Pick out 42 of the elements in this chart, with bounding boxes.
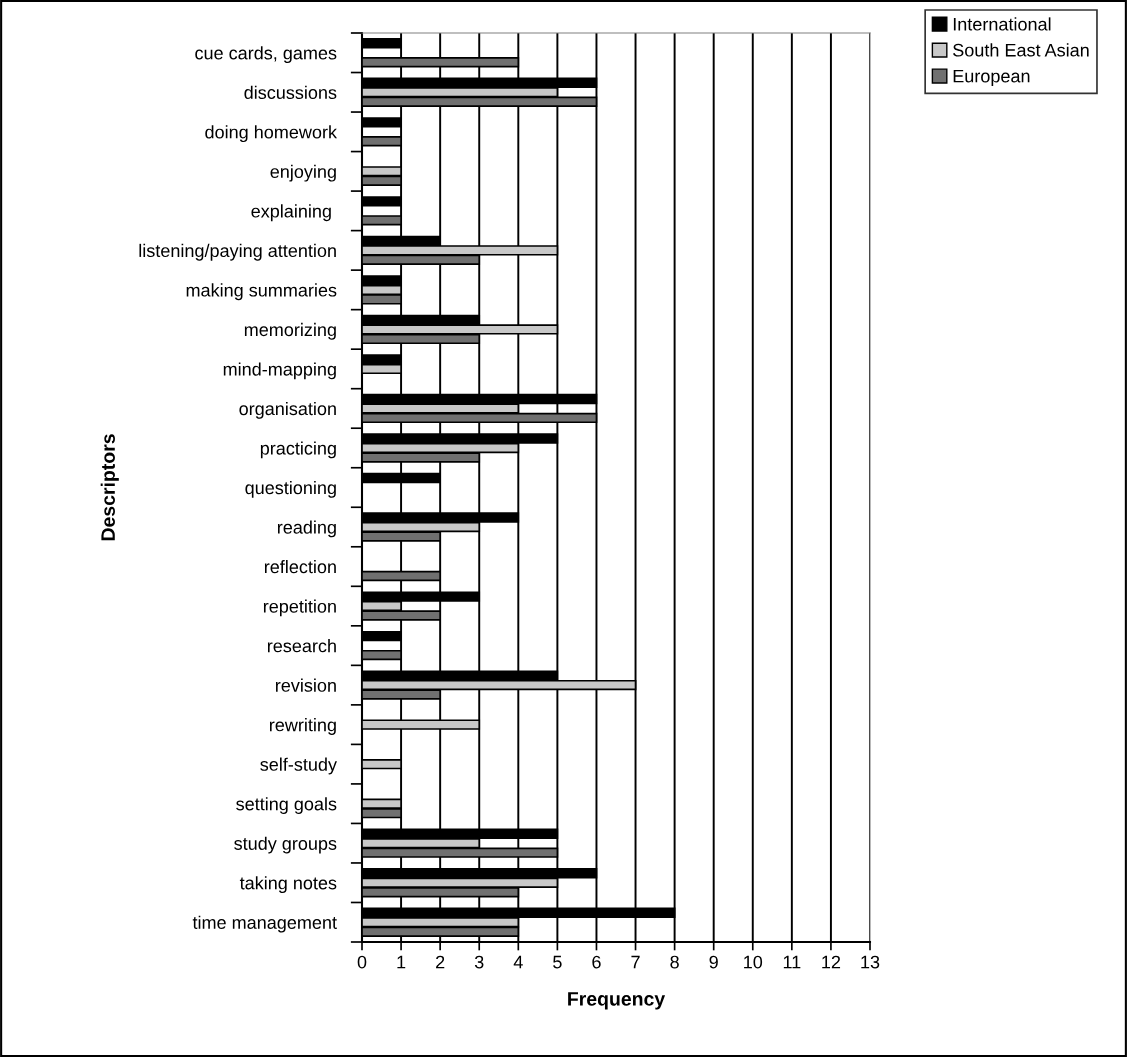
y-tick-label: cue cards, games (195, 46, 337, 64)
y-tick-label: discussions (244, 85, 337, 99)
y-tick-label: memorizing (244, 322, 336, 340)
y-tick-label: listening/paying attention (139, 243, 336, 261)
y-tick-label: practicing (260, 441, 336, 459)
legend-label: South East Asian (953, 43, 1089, 57)
x-tick-label: 6 (592, 955, 601, 969)
y-tick-label: explaining (251, 204, 331, 222)
x-tick-label: 4 (513, 955, 523, 969)
y-tick-label: study groups (234, 836, 337, 854)
x-tick-label: 11 (783, 955, 801, 969)
x-axis-title: Frequency (568, 992, 666, 1010)
y-axis-title: Descriptors (100, 434, 119, 541)
y-tick-label: rewriting (269, 718, 336, 735)
y-tick-label: revision (275, 678, 336, 692)
x-tick-label: 8 (670, 955, 679, 969)
x-tick-label: 1 (397, 955, 406, 969)
y-tick-label: self-study (260, 757, 337, 775)
y-tick-label: reflection (264, 560, 336, 574)
y-tick-label: mind-mapping (223, 362, 336, 380)
x-tick-label: 0 (357, 955, 367, 969)
y-tick-label: making summaries (186, 283, 337, 301)
x-tick-label: 10 (744, 955, 763, 969)
x-tick-label: 12 (822, 955, 841, 969)
y-tick-label: time management (192, 915, 337, 933)
y-tick-label: research (267, 639, 336, 653)
x-tick-label: 2 (436, 955, 445, 969)
y-tick-label: taking notes (239, 876, 337, 894)
y-tick-label: organisation (239, 401, 336, 419)
x-tick-label: 3 (474, 955, 484, 969)
x-tick-label: 7 (631, 955, 640, 969)
y-tick-label: doing homework (205, 125, 338, 143)
x-tick-label: 9 (709, 955, 718, 969)
legend-label: European (953, 69, 1030, 87)
y-tick-label: setting goals (236, 797, 337, 814)
y-tick-label: reading (277, 520, 336, 538)
legend-label: International (953, 17, 1051, 31)
y-tick-label: questioning (245, 480, 336, 498)
y-tick-label: repetition (263, 599, 336, 617)
x-tick-label: 13 (861, 955, 880, 969)
x-tick-label: 5 (553, 955, 562, 969)
y-tick-label: enjoying (270, 164, 336, 182)
